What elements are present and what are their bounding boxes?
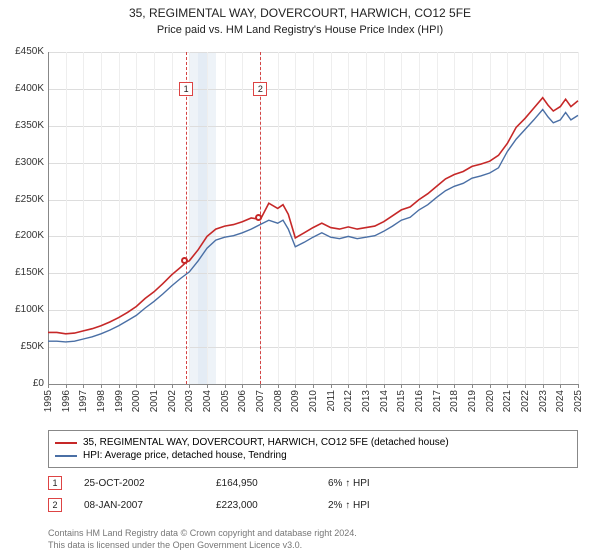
sales-row-marker: 1 bbox=[48, 476, 62, 490]
sales-row-delta: 2% ↑ HPI bbox=[328, 500, 370, 511]
sales-row-delta: 6% ↑ HPI bbox=[328, 478, 370, 489]
sales-row: 1 25-OCT-2002 £164,950 6% ↑ HPI bbox=[48, 476, 370, 490]
series-line bbox=[48, 98, 578, 334]
sales-row-date: 08-JAN-2007 bbox=[84, 500, 194, 511]
sales-row: 2 08-JAN-2007 £223,000 2% ↑ HPI bbox=[48, 498, 370, 512]
sales-row-price: £164,950 bbox=[216, 478, 306, 489]
sales-row-date: 25-OCT-2002 bbox=[84, 478, 194, 489]
sales-row-price: £223,000 bbox=[216, 500, 306, 511]
series-line bbox=[48, 110, 578, 342]
sales-row-marker: 2 bbox=[48, 498, 62, 512]
